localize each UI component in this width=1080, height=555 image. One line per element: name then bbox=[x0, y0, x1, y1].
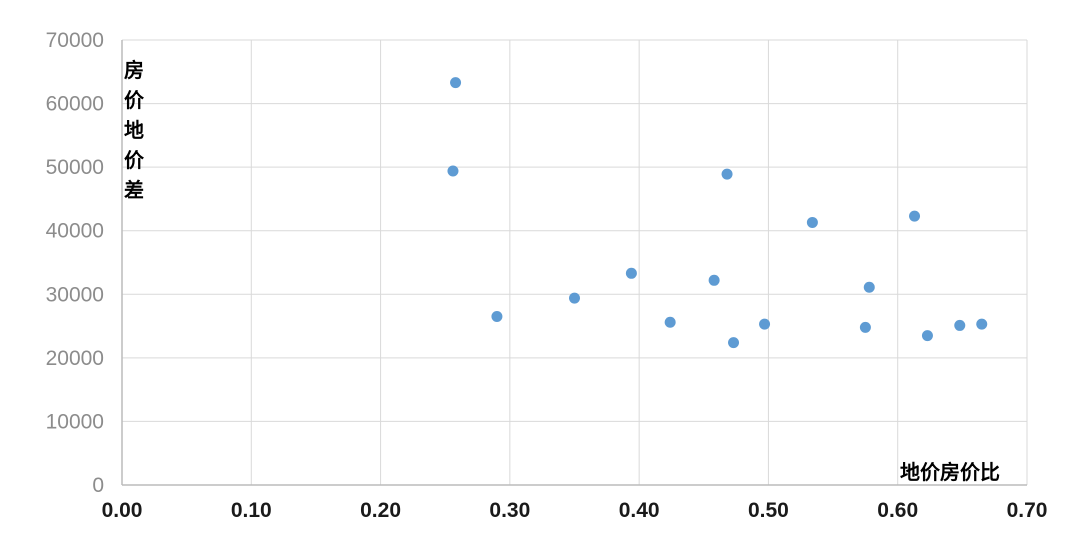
x-tick-label: 0.50 bbox=[748, 499, 789, 522]
y-axis-title: 房价地价差 bbox=[124, 60, 144, 202]
data-point bbox=[921, 330, 933, 342]
y-tick-label: 40000 bbox=[46, 220, 104, 243]
x-tick-label: 0.40 bbox=[619, 499, 660, 522]
y-tick-label: 20000 bbox=[46, 347, 104, 370]
data-point bbox=[450, 77, 462, 89]
y-tick-label: 70000 bbox=[46, 29, 104, 52]
data-point bbox=[759, 318, 771, 330]
data-point bbox=[806, 216, 818, 228]
y-tick-label: 30000 bbox=[46, 283, 104, 306]
data-point bbox=[721, 168, 733, 180]
y-tick-label: 0 bbox=[92, 474, 104, 497]
data-point bbox=[625, 267, 637, 279]
x-tick-label: 0.20 bbox=[360, 499, 401, 522]
y-tick-label: 50000 bbox=[46, 156, 104, 179]
data-point bbox=[728, 337, 740, 349]
data-point bbox=[447, 165, 459, 177]
x-axis-title: 地价房价比 bbox=[900, 462, 1000, 484]
data-point bbox=[708, 274, 720, 286]
data-point bbox=[976, 318, 988, 330]
y-tick-label: 60000 bbox=[46, 93, 104, 116]
x-tick-label: 0.30 bbox=[489, 499, 530, 522]
data-point bbox=[859, 321, 871, 333]
y-tick-label: 10000 bbox=[46, 410, 104, 433]
x-tick-label: 0.60 bbox=[877, 499, 918, 522]
x-tick-label: 0.70 bbox=[1007, 499, 1048, 522]
data-point bbox=[954, 319, 966, 331]
data-point bbox=[491, 311, 503, 323]
data-point bbox=[863, 281, 875, 293]
data-point bbox=[664, 316, 676, 328]
x-tick-label: 0.10 bbox=[231, 499, 272, 522]
data-point bbox=[909, 210, 921, 222]
x-tick-label: 0.00 bbox=[102, 499, 143, 522]
data-point bbox=[569, 292, 580, 304]
